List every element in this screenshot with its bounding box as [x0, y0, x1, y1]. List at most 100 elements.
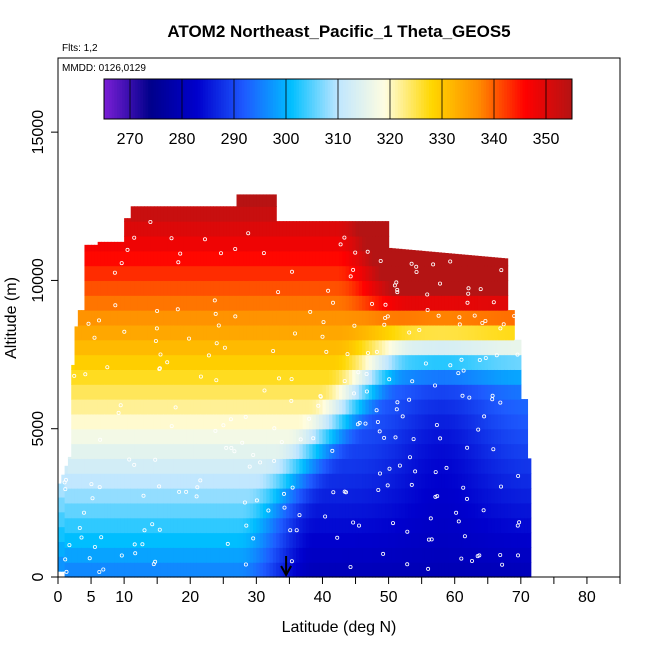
curtain-cell — [213, 562, 218, 578]
curtain-cell — [296, 310, 300, 326]
observation-point — [345, 352, 350, 357]
curtain-cell — [114, 369, 119, 385]
curtain-cell — [289, 310, 294, 326]
curtain-cell — [309, 295, 314, 311]
curtain-cell — [395, 369, 400, 385]
curtain-cell — [524, 413, 529, 430]
curtain-cell — [405, 250, 410, 267]
curtain-cell — [183, 428, 188, 445]
x-tick-label: 20 — [181, 589, 199, 606]
curtain-cell — [120, 428, 125, 445]
curtain-cell — [200, 547, 205, 563]
curtain-cell — [87, 502, 92, 519]
curtain-cell — [177, 221, 181, 237]
curtain-cell — [190, 221, 195, 237]
curtain-cell — [401, 310, 406, 326]
curtain-cell — [381, 399, 386, 415]
curtain-cell — [421, 295, 426, 311]
curtain-cell — [471, 517, 476, 534]
curtain-cell — [441, 310, 446, 326]
observation-point — [454, 510, 459, 515]
curtain-cell — [147, 221, 152, 237]
curtain-cell — [117, 324, 122, 341]
curtain-cell — [190, 295, 195, 311]
curtain-cell — [137, 443, 142, 459]
curtain-cell — [124, 218, 129, 222]
observation-point — [289, 559, 294, 564]
curtain-cell — [388, 354, 393, 370]
curtain-cell — [365, 547, 370, 563]
curtain-cell — [305, 547, 310, 563]
curtain-cell — [494, 473, 499, 489]
curtain-cell — [140, 502, 145, 519]
colorbar-swatch — [275, 79, 279, 119]
curtain-cell — [266, 443, 271, 459]
colorbar-swatch — [215, 79, 219, 119]
curtain-cell — [282, 502, 287, 519]
curtain-cell — [170, 443, 175, 459]
curtain-cell — [81, 428, 86, 445]
observation-point — [437, 281, 442, 286]
curtain-cell — [262, 310, 267, 326]
curtain-cell — [153, 399, 158, 415]
curtain-cell — [180, 502, 185, 519]
curtain-cell — [206, 354, 211, 370]
curtain-cell — [213, 206, 218, 222]
curtain-cell — [375, 532, 380, 548]
curtain-cell — [441, 295, 446, 311]
colorbar-swatch — [335, 79, 339, 119]
observation-point — [434, 422, 439, 427]
curtain-cell — [454, 428, 459, 445]
curtain-cell — [395, 413, 400, 430]
curtain-cell — [87, 562, 92, 578]
curtain-cell — [91, 413, 95, 430]
curtain-cell — [329, 369, 333, 385]
curtain-cell — [289, 295, 294, 311]
curtain-cell — [395, 248, 400, 252]
curtain-cell — [487, 354, 492, 370]
curtain-cell — [153, 235, 158, 252]
observation-point — [461, 485, 466, 490]
curtain-cell — [358, 428, 363, 445]
curtain-cell — [332, 517, 337, 534]
curtain-cell — [226, 265, 231, 282]
curtain-cell — [362, 443, 367, 459]
curtain-cell — [153, 547, 158, 563]
curtain-cell — [282, 517, 287, 534]
curtain-cell — [160, 324, 165, 341]
curtain-cell — [510, 502, 515, 519]
curtain-cell — [97, 488, 102, 504]
curtain-cell — [329, 502, 333, 519]
curtain-cell — [173, 250, 178, 267]
curtain-cell — [477, 324, 482, 341]
x-tick-label: 0 — [54, 589, 63, 606]
observation-point — [246, 231, 251, 236]
curtain-cell — [329, 428, 333, 445]
curtain-cell — [391, 250, 396, 267]
curtain-cell — [269, 458, 274, 474]
curtain-cell — [100, 399, 105, 415]
curtain-cell — [461, 324, 466, 341]
curtain-cell — [229, 428, 234, 445]
curtain-cell — [130, 532, 135, 548]
curtain-cell — [286, 413, 291, 430]
curtain-cell — [114, 339, 119, 356]
curtain-cell — [210, 265, 214, 282]
curtain-cell — [319, 443, 324, 459]
x-axis: 0 5 10 20 30 40 50 60 70 80 — [54, 577, 621, 606]
curtain-cell — [104, 250, 109, 267]
curtain-cell — [134, 488, 138, 504]
curtain-cell — [464, 413, 469, 430]
curtain-cell — [219, 428, 224, 445]
curtain-cell — [362, 280, 367, 296]
curtain-cell — [296, 562, 300, 578]
curtain-cell — [279, 235, 284, 252]
curtain-cell — [348, 562, 353, 578]
curtain-cell — [81, 354, 86, 370]
curtain-cell — [219, 443, 224, 459]
curtain-cell — [276, 443, 281, 459]
curtain-cell — [388, 458, 393, 474]
observation-point — [429, 537, 434, 542]
curtain-cell — [87, 399, 92, 415]
